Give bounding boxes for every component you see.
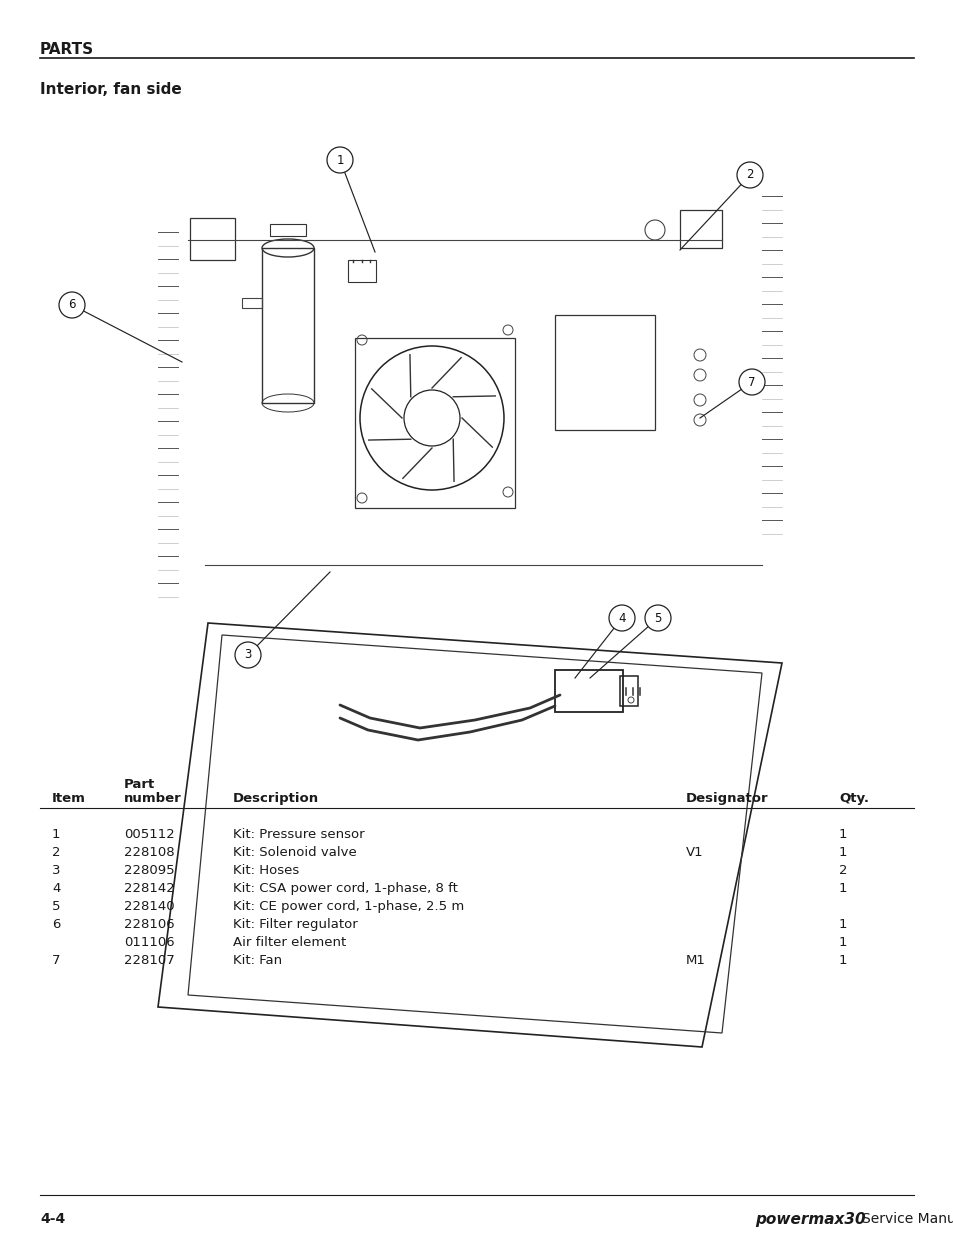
Text: 6: 6 [69,299,75,311]
Bar [262,248,314,403]
Text: 1: 1 [838,936,846,948]
Text: 2: 2 [745,168,753,182]
Text: Kit: Fan: Kit: Fan [233,953,282,967]
Text: 4-4: 4-4 [40,1212,65,1226]
Text: Part: Part [124,778,155,790]
Text: Kit: CSA power cord, 1-phase, 8 ft: Kit: CSA power cord, 1-phase, 8 ft [233,882,457,895]
Circle shape [737,162,762,188]
Text: Kit: Hoses: Kit: Hoses [233,864,299,877]
Text: M1: M1 [685,953,705,967]
Bar [355,338,515,508]
Text: PARTS: PARTS [40,42,94,57]
Text: 7: 7 [747,375,755,389]
Text: 6: 6 [52,918,60,931]
Circle shape [608,605,635,631]
Text: 1: 1 [838,953,846,967]
Text: Interior, fan side: Interior, fan side [40,82,182,98]
Text: Kit: Pressure sensor: Kit: Pressure sensor [233,827,364,841]
Text: 5: 5 [52,900,60,913]
Text: 228142: 228142 [124,882,174,895]
Text: 005112: 005112 [124,827,174,841]
Text: 4: 4 [52,882,60,895]
Bar [619,676,638,706]
Bar [270,224,306,236]
Text: Description: Description [233,792,319,805]
Text: 228107: 228107 [124,953,174,967]
Text: 4: 4 [618,611,625,625]
Text: Kit: Solenoid valve: Kit: Solenoid valve [233,846,356,860]
Text: 1: 1 [838,846,846,860]
Text: Qty.: Qty. [838,792,868,805]
Bar [190,219,234,261]
Bar [555,315,655,430]
Text: Air filter element: Air filter element [233,936,346,948]
Circle shape [59,291,85,317]
Text: 1: 1 [838,827,846,841]
Text: 2: 2 [52,846,60,860]
Bar [679,210,721,248]
Circle shape [644,605,670,631]
Bar [348,261,375,282]
Text: 5: 5 [654,611,661,625]
Circle shape [739,369,764,395]
Text: 7: 7 [52,953,60,967]
Text: 3: 3 [244,648,252,662]
Text: 2: 2 [838,864,846,877]
Text: Service Manual: Service Manual [862,1212,953,1226]
Text: 1: 1 [838,882,846,895]
Text: Item: Item [52,792,86,805]
Text: 228140: 228140 [124,900,174,913]
Text: Kit: CE power cord, 1-phase, 2.5 m: Kit: CE power cord, 1-phase, 2.5 m [233,900,464,913]
Bar [555,671,622,713]
Circle shape [234,642,261,668]
Text: number: number [124,792,182,805]
Circle shape [327,147,353,173]
Text: powermax30: powermax30 [754,1212,864,1228]
Text: 1: 1 [335,153,343,167]
Text: 011106: 011106 [124,936,174,948]
Text: V1: V1 [685,846,703,860]
Text: 3: 3 [52,864,60,877]
Text: 228095: 228095 [124,864,174,877]
Text: Kit: Filter regulator: Kit: Filter regulator [233,918,357,931]
Text: 228108: 228108 [124,846,174,860]
Text: 1: 1 [52,827,60,841]
Text: Designator: Designator [685,792,768,805]
Text: 1: 1 [838,918,846,931]
Bar [242,298,262,308]
Text: 228106: 228106 [124,918,174,931]
